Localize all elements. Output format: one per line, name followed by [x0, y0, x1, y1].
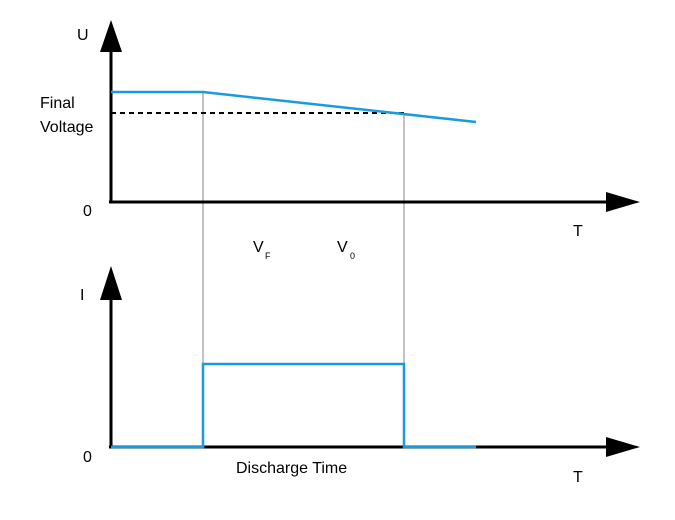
upper-x-arrowhead: [606, 192, 640, 212]
discharge-time-label: Discharge Time: [236, 460, 347, 477]
lower-x-arrowhead: [606, 437, 640, 457]
vf-marker-label: V: [253, 239, 264, 256]
lower-y-arrowhead: [100, 266, 122, 300]
upper-y-axis-label: U: [77, 27, 89, 44]
upper-y-arrowhead: [100, 20, 122, 52]
upper-origin-label: 0: [83, 203, 92, 220]
v0-marker-subscript: 0: [350, 251, 355, 261]
lower-y-axis-label: I: [80, 287, 84, 304]
lower-x-axis-label: T: [573, 469, 583, 486]
vf-marker-subscript: F: [265, 251, 271, 261]
upper-x-axis-label: T: [573, 223, 583, 240]
v0-marker-label: V: [337, 239, 348, 256]
lower-origin-label: 0: [83, 449, 92, 466]
current-pulse-curve: [111, 362, 476, 449]
voltage-curve: [111, 90, 477, 124]
final-voltage-label-line2: Voltage: [40, 119, 93, 136]
final-voltage-label-line1: Final: [40, 95, 75, 112]
